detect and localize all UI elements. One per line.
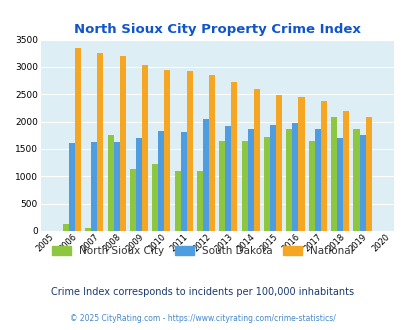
Bar — [164, 70, 170, 231]
Bar — [142, 65, 148, 231]
Bar — [63, 224, 69, 231]
Bar — [97, 53, 103, 231]
Bar — [196, 171, 202, 231]
Bar — [241, 141, 247, 231]
Text: © 2025 CityRating.com - https://www.cityrating.com/crime-statistics/: © 2025 CityRating.com - https://www.city… — [70, 314, 335, 323]
Bar — [364, 117, 371, 231]
Bar — [113, 142, 119, 231]
Bar — [69, 143, 75, 231]
Bar — [314, 129, 320, 231]
Bar — [119, 56, 126, 231]
Bar — [186, 71, 192, 231]
Bar — [202, 119, 209, 231]
Bar — [330, 117, 336, 231]
Bar — [174, 171, 180, 231]
Bar — [231, 82, 237, 231]
Title: North Sioux City Property Crime Index: North Sioux City Property Crime Index — [74, 23, 360, 36]
Bar — [107, 135, 113, 231]
Bar — [253, 89, 259, 231]
Bar — [91, 142, 97, 231]
Legend: North Sioux City, South Dakota, National: North Sioux City, South Dakota, National — [52, 246, 353, 256]
Bar — [225, 126, 231, 231]
Bar — [353, 129, 358, 231]
Bar — [152, 164, 158, 231]
Bar — [209, 75, 215, 231]
Bar — [298, 97, 304, 231]
Bar — [269, 125, 275, 231]
Bar — [308, 141, 314, 231]
Bar — [247, 129, 253, 231]
Bar — [286, 129, 292, 231]
Bar — [130, 169, 136, 231]
Bar — [180, 132, 186, 231]
Bar — [320, 101, 326, 231]
Bar — [158, 131, 164, 231]
Bar — [275, 95, 281, 231]
Bar — [219, 141, 225, 231]
Bar — [342, 111, 348, 231]
Text: Crime Index corresponds to incidents per 100,000 inhabitants: Crime Index corresponds to incidents per… — [51, 287, 354, 297]
Bar — [75, 49, 81, 231]
Bar — [336, 138, 342, 231]
Bar — [292, 123, 298, 231]
Bar — [263, 137, 269, 231]
Bar — [85, 228, 91, 231]
Bar — [358, 135, 364, 231]
Bar — [136, 138, 142, 231]
